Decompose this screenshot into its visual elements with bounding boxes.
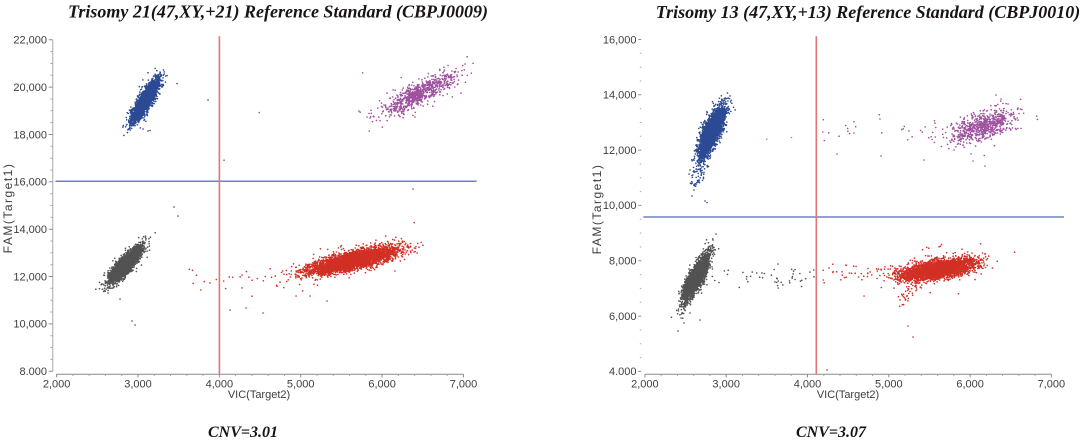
svg-text:6,000: 6,000: [956, 379, 984, 391]
svg-text:7,000: 7,000: [450, 379, 478, 391]
svg-text:Trisomy 21(47,XY,+21) Referenc: Trisomy 21(47,XY,+21) Reference Standard…: [68, 2, 488, 23]
svg-text:4,000: 4,000: [794, 379, 822, 391]
svg-text:6,000: 6,000: [368, 379, 396, 391]
svg-text:6,000: 6,000: [609, 311, 637, 323]
svg-text:CNV=3.07: CNV=3.07: [796, 424, 867, 441]
svg-text:16,000: 16,000: [13, 177, 47, 189]
svg-text:22,000: 22,000: [13, 35, 47, 47]
svg-text:5,000: 5,000: [875, 379, 903, 391]
svg-text:7,000: 7,000: [1038, 379, 1066, 391]
svg-text:FAM(Target1): FAM(Target1): [1, 163, 15, 254]
svg-text:VIC(Target2): VIC(Target2): [817, 389, 879, 401]
svg-text:3,000: 3,000: [712, 379, 740, 391]
svg-text:16,000: 16,000: [603, 34, 637, 46]
svg-text:2,000: 2,000: [631, 379, 659, 391]
svg-text:VIC(Target2): VIC(Target2): [228, 389, 290, 401]
svg-text:2,000: 2,000: [43, 379, 71, 391]
svg-text:10,000: 10,000: [13, 319, 47, 331]
svg-text:4,000: 4,000: [206, 379, 234, 391]
svg-text:3,000: 3,000: [124, 379, 152, 391]
svg-text:12,000: 12,000: [603, 145, 637, 157]
svg-text:8,000: 8,000: [609, 256, 637, 268]
svg-text:Trisomy 13 (47,XY,+13) Referen: Trisomy 13 (47,XY,+13) Reference Standar…: [656, 2, 1080, 23]
svg-text:CNV=3.01: CNV=3.01: [208, 424, 278, 441]
svg-text:18,000: 18,000: [13, 129, 47, 141]
svg-text:8.000: 8.000: [19, 366, 47, 378]
svg-text:4.000: 4.000: [609, 366, 637, 378]
svg-text:5,000: 5,000: [287, 379, 315, 391]
svg-text:FAM(Target1): FAM(Target1): [590, 164, 604, 255]
svg-text:14,000: 14,000: [13, 224, 47, 236]
svg-text:12,000: 12,000: [13, 271, 47, 283]
svg-text:14,000: 14,000: [603, 90, 637, 102]
svg-text:20,000: 20,000: [13, 82, 47, 94]
svg-text:10,000: 10,000: [603, 200, 637, 212]
